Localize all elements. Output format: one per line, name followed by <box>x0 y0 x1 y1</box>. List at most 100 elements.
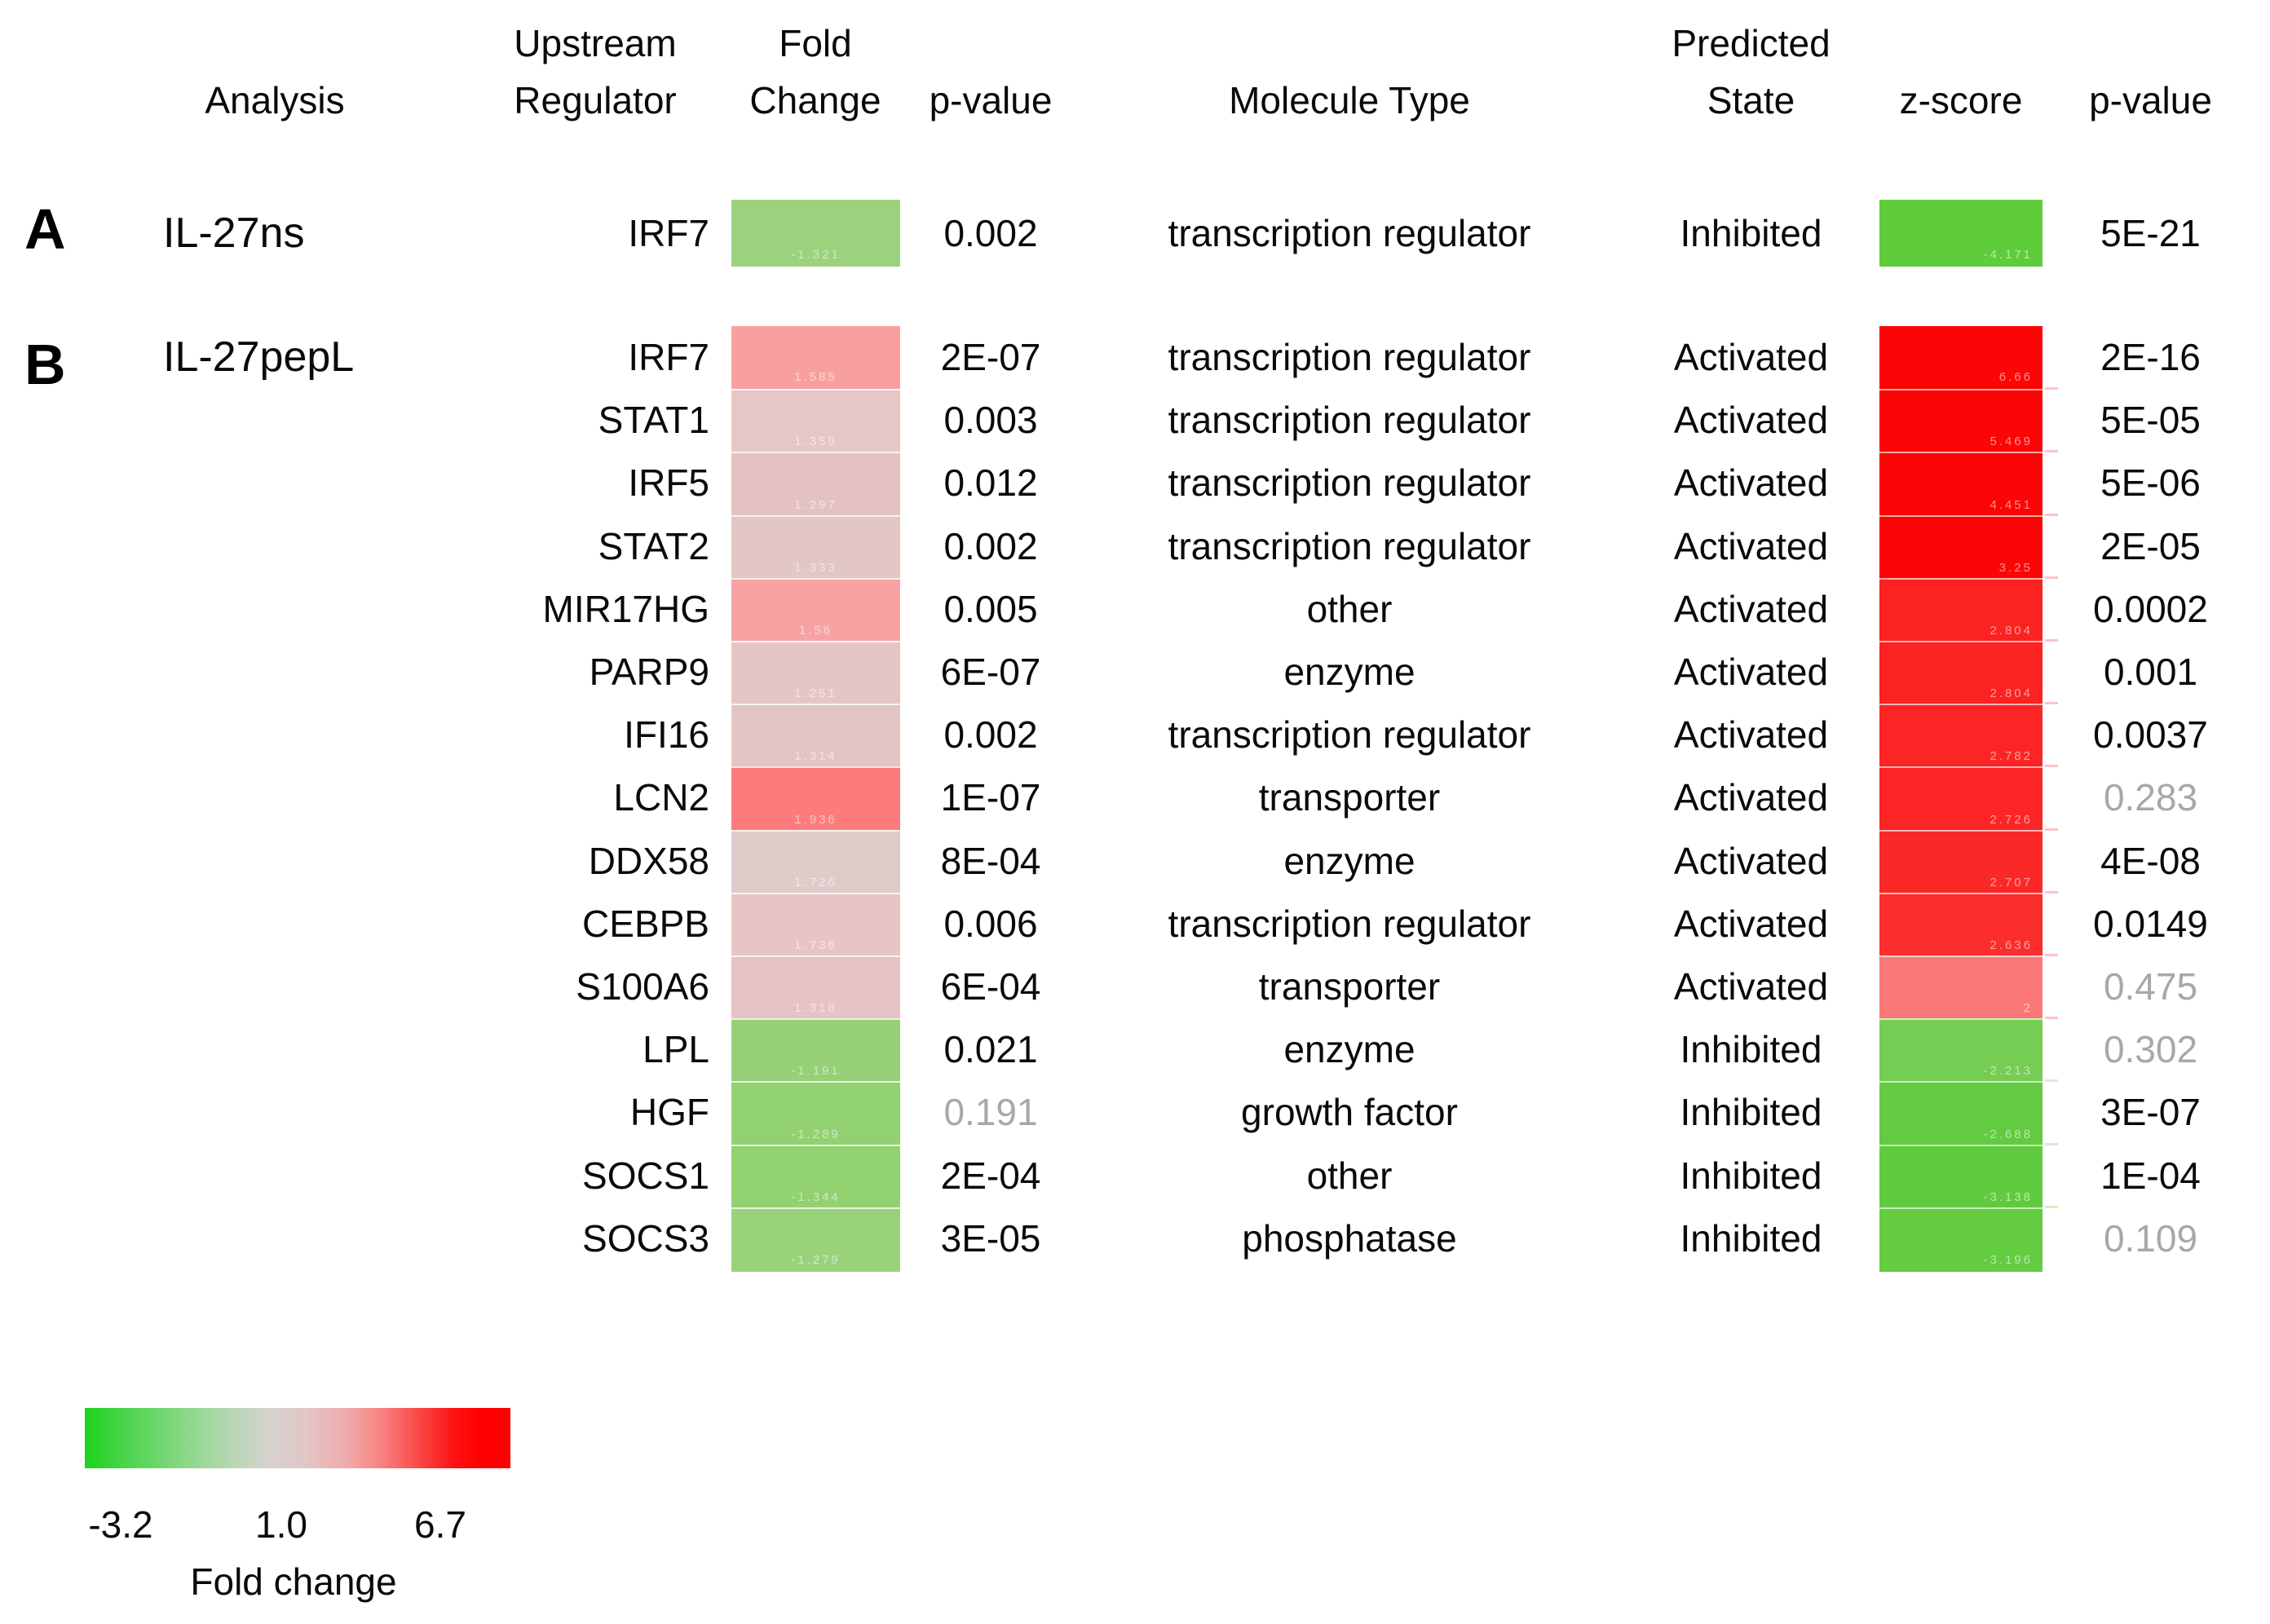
z-score-row-tick <box>2045 576 2058 579</box>
molecule-type: transcription regulator <box>1168 461 1531 505</box>
regulator-name: LPL <box>643 1028 709 1071</box>
molecule-type: transporter <box>1258 965 1441 1008</box>
fold-change-cell: 1.314 <box>731 704 900 769</box>
z-score-row-tick <box>2045 513 2058 516</box>
z-score-cell: 3.25 <box>1879 514 2043 580</box>
z-score-cell: 2.636 <box>1879 892 2043 957</box>
fold-p-value: 2E-07 <box>940 336 1041 378</box>
z-score-p-value: 0.283 <box>2103 776 2198 819</box>
predicted-state: Activated <box>1673 651 1829 693</box>
regulator-name: IRF7 <box>628 336 709 378</box>
fold-p-value: 0.191 <box>943 1091 1038 1134</box>
analysis-label: IL-27ns <box>163 210 305 257</box>
molecule-type: transcription regulator <box>1168 399 1531 442</box>
z-score-cell: 2 <box>1879 955 2043 1021</box>
fold-change-cell: -1.321 <box>731 200 900 267</box>
predicted-state: Activated <box>1673 839 1829 882</box>
regulator-name: DDX58 <box>588 839 709 882</box>
col-header-predicted-state-line1: Predicted <box>1672 22 1831 64</box>
z-score-micro-value: 2.636 <box>1990 938 2033 952</box>
z-score-cell: -4.171 <box>1879 200 2043 267</box>
z-score-p-value: 0.475 <box>2103 965 2198 1008</box>
z-score-micro-value: 5.469 <box>1990 435 2033 449</box>
col-header-p-value-2: p-value <box>2089 79 2212 121</box>
z-score-cell: 5.469 <box>1879 389 2043 454</box>
analysis-label: IL-27pepL <box>163 333 355 381</box>
molecule-type: transporter <box>1258 776 1441 819</box>
z-score-p-value: 3E-07 <box>2100 1091 2201 1134</box>
z-score-micro-value: 2.804 <box>1990 623 2033 638</box>
z-score-micro-value: 2.782 <box>1990 749 2033 764</box>
fold-p-value: 6E-07 <box>940 651 1041 693</box>
z-score-p-value: 0.001 <box>2103 651 2198 693</box>
fold-p-value: 0.003 <box>943 399 1038 442</box>
predicted-state: Inhibited <box>1680 1028 1822 1071</box>
fold-change-cell: 1.359 <box>731 389 900 454</box>
fold-change-legend-gradient <box>85 1408 510 1468</box>
z-score-micro-value: -3.138 <box>1983 1189 2033 1204</box>
fold-p-value: 3E-05 <box>940 1216 1041 1260</box>
z-score-p-value: 4E-08 <box>2100 839 2201 882</box>
fold-p-value: 2E-04 <box>940 1154 1041 1197</box>
predicted-state: Activated <box>1673 902 1829 945</box>
legend-mid-label: 1.0 <box>255 1503 307 1546</box>
legend-min-label: -3.2 <box>88 1503 153 1546</box>
regulator-name: CEBPB <box>582 902 709 945</box>
col-header-fold-change-line2: Change <box>749 79 881 121</box>
fold-change-micro-value: 1.736 <box>794 938 837 952</box>
z-score-p-value: 2E-16 <box>2100 336 2201 378</box>
col-header-fold-change-line1: Fold <box>779 22 852 64</box>
z-score-micro-value: 4.451 <box>1990 497 2033 512</box>
z-score-p-value: 0.302 <box>2103 1028 2198 1071</box>
regulator-name: STAT2 <box>598 524 709 567</box>
z-score-cell: 2.804 <box>1879 577 2043 642</box>
molecule-type: other <box>1306 1154 1393 1197</box>
molecule-type: enzyme <box>1283 839 1415 882</box>
z-score-row-tick <box>2045 387 2058 391</box>
predicted-state: Inhibited <box>1680 1154 1822 1197</box>
z-score-p-value: 0.0149 <box>2093 902 2208 945</box>
molecule-type: enzyme <box>1283 1028 1415 1071</box>
molecule-type: transcription regulator <box>1168 524 1531 567</box>
z-score-cell: 2.707 <box>1879 829 2043 894</box>
z-score-p-value: 0.0002 <box>2093 587 2208 630</box>
col-header-analysis: Analysis <box>205 79 345 121</box>
fold-change-cell: 1.251 <box>731 641 900 706</box>
predicted-state: Activated <box>1673 399 1829 442</box>
z-score-micro-value: -2.688 <box>1983 1127 2033 1141</box>
predicted-state: Activated <box>1673 713 1829 757</box>
regulator-name: IRF5 <box>628 461 709 505</box>
fold-change-micro-value: -1.344 <box>791 1189 841 1204</box>
z-score-p-value: 2E-05 <box>2100 524 2201 567</box>
z-score-row-tick <box>2045 639 2058 642</box>
z-score-cell: 2.782 <box>1879 704 2043 769</box>
z-score-p-value: 5E-06 <box>2100 461 2201 505</box>
fold-p-value: 0.021 <box>943 1028 1038 1071</box>
predicted-state: Inhibited <box>1680 212 1822 254</box>
col-header-molecule-type: Molecule Type <box>1229 79 1470 121</box>
fold-p-value: 6E-04 <box>940 965 1041 1008</box>
fold-change-micro-value: -1.321 <box>791 248 841 262</box>
z-score-row-tick <box>2045 1142 2058 1145</box>
z-score-cell: 2.804 <box>1879 641 2043 706</box>
regulator-name: S100A6 <box>576 965 709 1008</box>
predicted-state: Activated <box>1673 965 1829 1008</box>
legend-max-label: 6.7 <box>414 1503 466 1546</box>
z-score-cell: 4.451 <box>1879 452 2043 517</box>
fold-p-value: 0.006 <box>943 902 1038 945</box>
fold-p-value: 0.002 <box>943 524 1038 567</box>
z-score-row-tick <box>2045 890 2058 894</box>
fold-change-cell: -1.279 <box>731 1207 900 1272</box>
z-score-micro-value: 2.804 <box>1990 686 2033 701</box>
z-score-cell: -2.688 <box>1879 1081 2043 1146</box>
fold-change-micro-value: 1.726 <box>794 875 837 889</box>
col-header-upstream-regulator-line1: Upstream <box>514 22 677 64</box>
fold-change-cell: 1.726 <box>731 829 900 894</box>
z-score-micro-value: 3.25 <box>1998 560 2033 575</box>
z-score-p-value: 5E-05 <box>2100 399 2201 442</box>
regulator-name: PARP9 <box>589 651 709 693</box>
molecule-type: transcription regulator <box>1168 212 1531 254</box>
z-score-row-tick <box>2045 1205 2058 1208</box>
z-score-p-value: 1E-04 <box>2100 1154 2201 1197</box>
z-score-row-tick <box>2045 765 2058 768</box>
